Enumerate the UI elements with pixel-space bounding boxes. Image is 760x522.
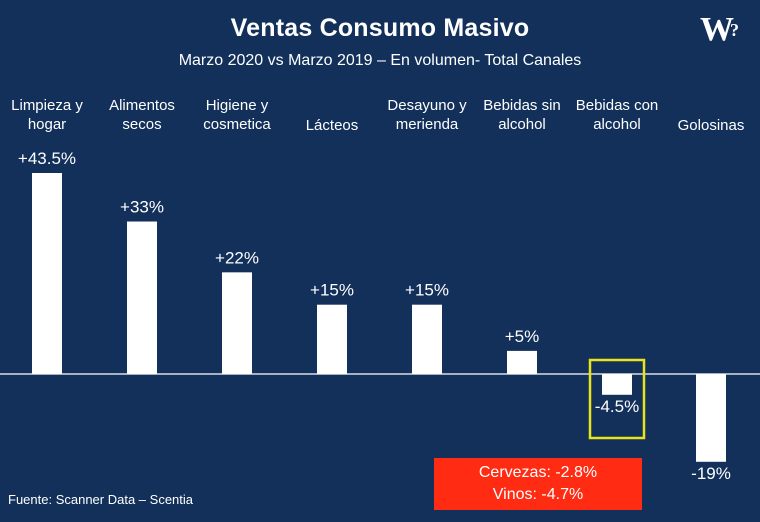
alcohol-breakdown-note: Cervezas: -2.8% Vinos: -4.7% — [434, 458, 642, 510]
value-label-1: +33% — [120, 198, 164, 217]
category-label-5-0: Bebidas sin — [483, 97, 561, 114]
category-label-6-1: alcohol — [593, 116, 641, 133]
category-label-1-0: Alimentos — [109, 97, 175, 114]
chart-title: Ventas Consumo Masivo — [230, 14, 530, 42]
bar-6 — [602, 374, 632, 395]
bar-5 — [507, 350, 537, 374]
source-footnote: Fuente: Scanner Data – Scentia — [8, 492, 194, 507]
category-label-0-1: hogar — [28, 116, 66, 133]
value-label-3: +15% — [310, 281, 354, 300]
brand-logo: W? — [700, 11, 739, 48]
category-label-4-1: merienda — [396, 116, 459, 133]
note-line-wine: Vinos: -4.7% — [492, 486, 584, 503]
category-label-0-0: Limpieza y — [11, 97, 83, 114]
category-label-2-0: Higiene y — [206, 97, 269, 114]
bar-3 — [317, 304, 347, 374]
note-line-beer: Cervezas: -2.8% — [478, 464, 598, 481]
highlight-box — [588, 358, 646, 440]
category-label-7-0: Golosinas — [678, 117, 745, 134]
bar-4 — [412, 304, 442, 374]
category-label-4-0: Desayuno y — [387, 97, 467, 114]
value-label-0: +43.5% — [18, 149, 76, 168]
value-label-2: +22% — [215, 248, 259, 267]
category-label-5-1: alcohol — [498, 116, 546, 133]
bar-2 — [222, 272, 252, 374]
category-label-6-0: Bebidas con — [576, 97, 659, 114]
bar-1 — [127, 221, 157, 374]
value-label-6: -4.5% — [595, 397, 639, 416]
category-label-2-1: cosmetica — [203, 116, 271, 133]
bar-0 — [32, 173, 62, 374]
category-label-3-0: Lácteos — [306, 117, 359, 134]
value-label-4: +15% — [405, 281, 449, 300]
category-label-1-1: secos — [122, 116, 161, 133]
value-label-5: +5% — [505, 327, 540, 346]
bar-7 — [696, 374, 726, 462]
value-label-7: -19% — [691, 464, 731, 483]
chart-subtitle: Marzo 2020 vs Marzo 2019 – En volumen- T… — [178, 52, 582, 69]
